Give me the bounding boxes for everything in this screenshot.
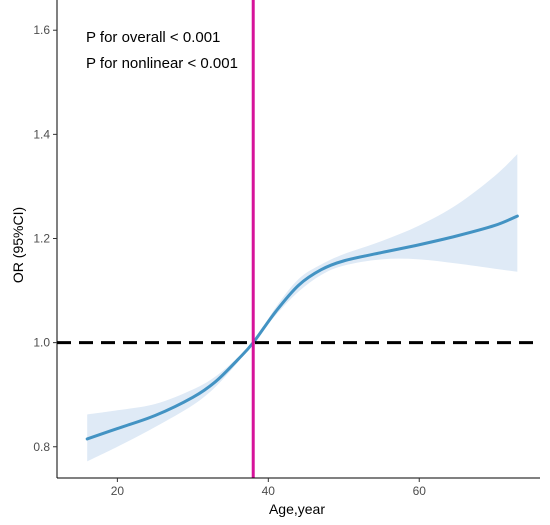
y-tick-label: 1.2 (33, 231, 50, 245)
y-axis-title: OR (95%CI) (10, 207, 26, 283)
series-line-layer (85, 214, 519, 441)
p-nonlinear-annotation: P for nonlinear < 0.001 (86, 55, 238, 72)
x-tick-label: 60 (413, 484, 427, 498)
y-tick-label: 1.4 (33, 127, 50, 141)
y-tick-label: 0.8 (33, 440, 50, 454)
x-tick-label: 40 (262, 484, 276, 498)
reference-lines-layer (57, 0, 540, 478)
confidence-band (87, 154, 518, 462)
x-tick-label: 20 (111, 484, 125, 498)
x-axis-title: Age,year (269, 501, 325, 517)
y-tick-label: 1.0 (33, 336, 50, 350)
or-curve-line (85, 214, 519, 441)
confidence-band-layer (87, 154, 518, 462)
axes-layer: 0.8 1.0 1.2 1.4 1.6 20 40 60 (33, 0, 540, 498)
p-overall-annotation: P for overall < 0.001 (86, 29, 220, 46)
y-tick-label: 1.6 (33, 23, 50, 37)
